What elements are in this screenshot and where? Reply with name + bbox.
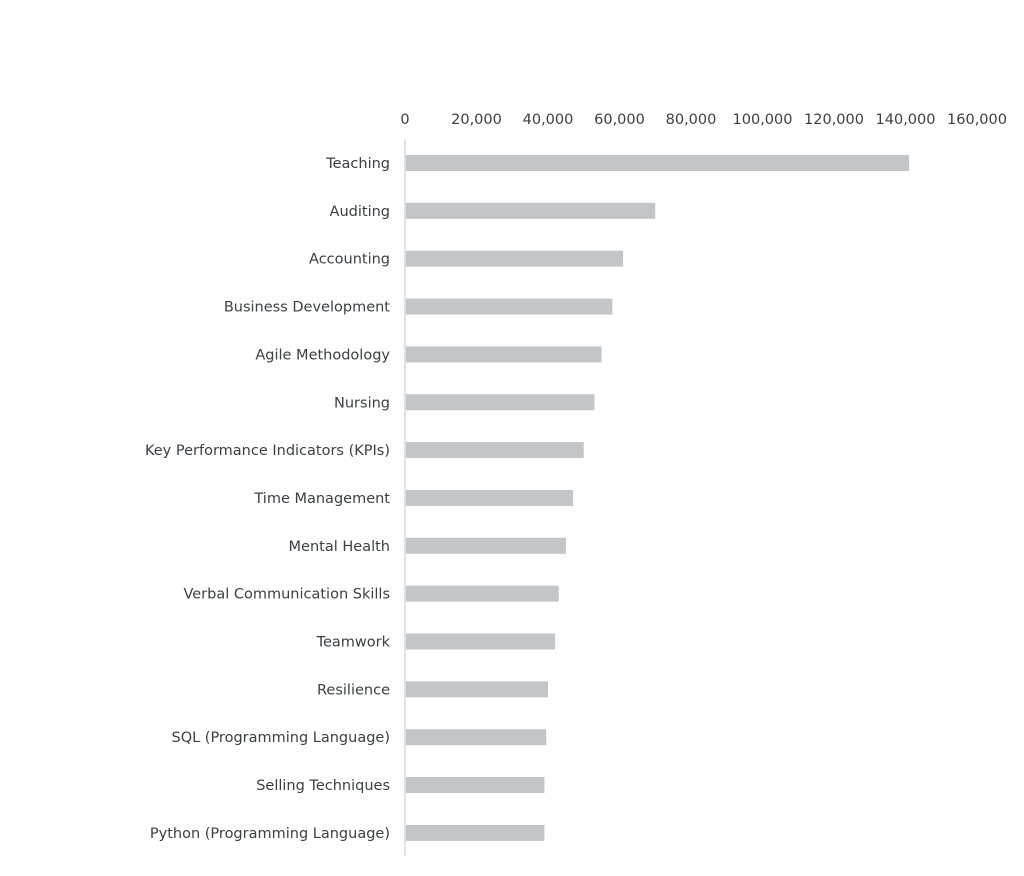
category-label: Verbal Communication Skills — [183, 587, 390, 603]
bars — [406, 155, 910, 841]
x-tick-label: 80,000 — [666, 112, 717, 128]
bar — [406, 633, 556, 650]
bar — [406, 394, 595, 411]
bar — [406, 681, 548, 698]
x-tick-label: 140,000 — [876, 112, 936, 128]
category-label: Business Development — [224, 300, 390, 316]
bar — [406, 729, 547, 746]
bar — [406, 155, 910, 171]
bar — [406, 824, 545, 841]
category-label: Key Performance Indicators (KPIs) — [145, 443, 390, 459]
bar — [406, 537, 566, 554]
x-tick-label: 0 — [400, 112, 409, 128]
category-label: Auditing — [330, 204, 390, 220]
category-label: Time Management — [253, 491, 390, 507]
bar — [406, 585, 559, 602]
category-label: SQL (Programming Language) — [171, 730, 390, 746]
category-label: Teamwork — [316, 635, 391, 651]
category-label: Nursing — [334, 395, 390, 411]
bar — [406, 298, 613, 315]
bar — [406, 346, 602, 363]
category-label: Mental Health — [289, 539, 390, 555]
bar — [406, 777, 545, 794]
x-axis-ticks: 0 20,000 40,000 60,000 80,000 100,000 120,000 1… — [400, 112, 1007, 128]
x-tick-label: 100,000 — [733, 112, 793, 128]
x-tick-label: 40,000 — [523, 112, 574, 128]
category-label: Teaching — [325, 156, 390, 172]
y-axis-labels: Teaching Auditing Accounting Business Devel… — [145, 156, 391, 842]
bar — [406, 202, 656, 219]
bar — [406, 250, 624, 267]
bar — [406, 489, 574, 506]
bar — [406, 442, 584, 459]
x-tick-label: 160,000 — [947, 112, 1007, 128]
category-label: Python (Programming Language) — [150, 826, 390, 842]
x-tick-label: 120,000 — [804, 112, 864, 128]
category-label: Selling Techniques — [256, 778, 390, 794]
category-label: Accounting — [309, 252, 390, 268]
category-label: Agile Methodology — [255, 347, 390, 363]
x-tick-label: 60,000 — [594, 112, 645, 128]
category-label: Resilience — [317, 682, 390, 698]
x-tick-label: 20,000 — [451, 112, 502, 128]
